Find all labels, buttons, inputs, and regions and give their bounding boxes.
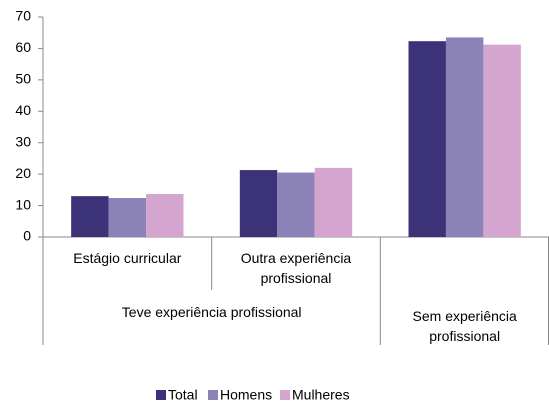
bar: [445, 37, 484, 237]
y-tick-label: 50: [15, 71, 31, 87]
y-tick-label: 70: [15, 8, 31, 24]
group-label: Teve experiência profissional: [121, 304, 302, 320]
bar: [108, 198, 147, 237]
y-tick-label: 10: [15, 196, 31, 212]
bar: [408, 41, 446, 238]
y-tick-label: 60: [15, 39, 31, 55]
bar: [71, 196, 109, 237]
y-tick-label: 20: [15, 165, 31, 181]
y-tick-label: 0: [23, 228, 31, 244]
bar: [146, 193, 184, 237]
bar: [277, 172, 315, 237]
legend-label: Total: [168, 387, 198, 403]
legend-label: Homens: [220, 387, 272, 403]
legend-swatch: [208, 390, 218, 400]
bar: [239, 170, 278, 237]
x-tick-label: Estágio curricular: [73, 250, 182, 266]
x-tick-label: Outra experiência profissional: [240, 250, 352, 286]
bar: [314, 167, 353, 237]
x-tick-label: Sem experiência profissional: [412, 308, 517, 344]
bar: [483, 44, 521, 238]
legend-swatch: [156, 390, 166, 400]
y-tick-label: 30: [15, 133, 31, 149]
y-tick-label: 40: [15, 102, 31, 118]
legend-swatch: [280, 390, 290, 400]
legend-label: Mulheres: [292, 387, 350, 403]
